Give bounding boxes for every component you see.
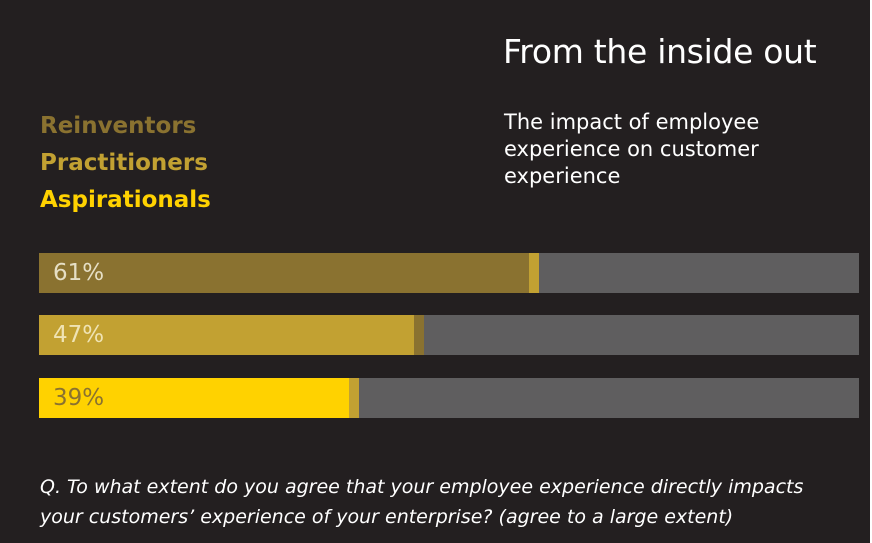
bar-value-label: 61% xyxy=(53,260,105,286)
chart-title: From the inside out xyxy=(503,32,817,71)
bar-reinventors xyxy=(39,253,540,293)
bar-track-practitioners: 47% xyxy=(39,315,859,355)
bar-value-label: 39% xyxy=(53,385,105,411)
legend-item-reinventors: Reinventors xyxy=(40,113,197,139)
bar-practitioners xyxy=(39,315,425,355)
bar-edge-practitioners xyxy=(414,315,425,355)
legend-item-practitioners: Practitioners xyxy=(40,150,208,176)
bar-edge-reinventors xyxy=(529,253,540,293)
bar-track-aspirationals: 39% xyxy=(39,378,859,418)
bar-edge-aspirationals xyxy=(348,378,359,418)
survey-question: Q. To what extent do you agree that your… xyxy=(40,476,804,528)
legend: Reinventors Practitioners Aspirationals xyxy=(40,108,211,219)
bar-track-reinventors: 61% xyxy=(39,253,859,293)
bar-value-label: 47% xyxy=(53,322,105,348)
chart-subtitle: The impact of employee experience on cus… xyxy=(504,110,760,188)
legend-item-aspirationals: Aspirationals xyxy=(40,187,211,213)
bar-aspirationals xyxy=(39,378,359,418)
